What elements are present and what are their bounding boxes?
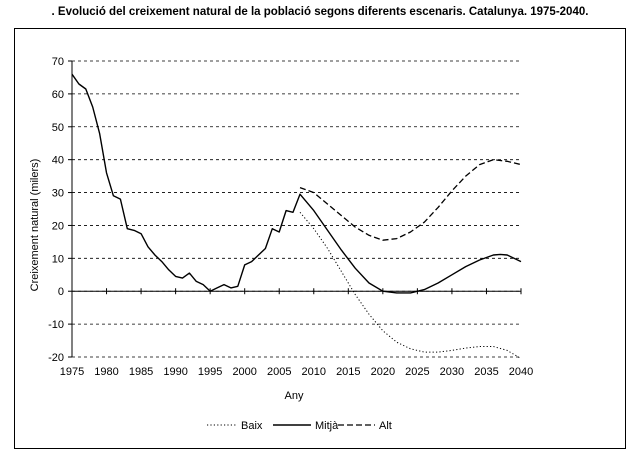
x-tick-label: 2005	[267, 366, 291, 378]
chart-frame: 70 60 50 40 30 20 10 0 -10 -20 1975 1980 1985 1990 19…	[14, 28, 626, 449]
x-tick-label: 1985	[129, 366, 153, 378]
legend-label: Baix	[241, 420, 263, 432]
y-tick-label: 60	[52, 89, 64, 101]
chart-title: . Evolució del creixement natural de la …	[51, 6, 589, 18]
x-tick-label: 2035	[474, 366, 498, 378]
y-axis-label: Creixement natural (milers)	[29, 159, 41, 292]
series-lines	[71, 73, 522, 360]
series-line-baix	[299, 211, 522, 360]
legend-label: Alt	[379, 420, 392, 432]
x-tick-label: 2025	[405, 366, 429, 378]
x-tick-label: 2010	[302, 366, 326, 378]
x-axis-label: Any	[285, 390, 304, 402]
x-tick-label: 1995	[198, 366, 222, 378]
x-tick-label: 2030	[440, 366, 464, 378]
x-tick-label: 1990	[163, 366, 187, 378]
x-tick-label: 2020	[371, 366, 395, 378]
y-tick-label: -20	[48, 352, 64, 364]
y-tick-label: 30	[52, 188, 64, 200]
x-tick-label: 1980	[94, 366, 118, 378]
series-line-mitj	[71, 73, 522, 294]
y-tick-label: 10	[52, 253, 64, 265]
y-tick-label: 70	[52, 56, 64, 68]
x-tick-labels: 1975 1980 1985 1990 1995 2000 2005 2010 2015 2020…	[60, 366, 533, 378]
x-tick-label: 2000	[232, 366, 256, 378]
y-tick-label: 50	[52, 122, 64, 134]
x-tick-label: 2040	[509, 366, 533, 378]
y-tick-label: 20	[52, 220, 64, 232]
grid-lines	[72, 60, 521, 358]
legend-label: Mitjà	[315, 420, 339, 432]
legend: Baix Mitjà Alt	[207, 420, 392, 432]
series-line-alt	[299, 159, 522, 241]
y-tick-label: 0	[58, 286, 64, 298]
y-tick-label: -10	[48, 319, 64, 331]
x-tick-label: 2015	[336, 366, 360, 378]
axes	[68, 60, 522, 358]
y-tick-label: 40	[52, 155, 64, 167]
y-tick-labels: 70 60 50 40 30 20 10 0 -10 -20	[48, 56, 64, 364]
x-tick-label: 1975	[60, 366, 84, 378]
